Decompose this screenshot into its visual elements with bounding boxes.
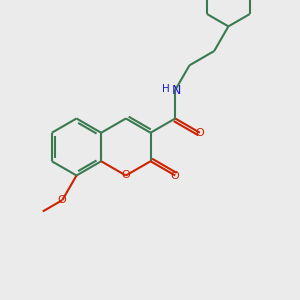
Text: O: O: [122, 170, 130, 181]
Text: O: O: [171, 170, 180, 181]
Text: H: H: [162, 83, 170, 94]
Text: N: N: [172, 83, 182, 97]
Text: O: O: [58, 195, 67, 205]
Text: O: O: [196, 128, 204, 138]
